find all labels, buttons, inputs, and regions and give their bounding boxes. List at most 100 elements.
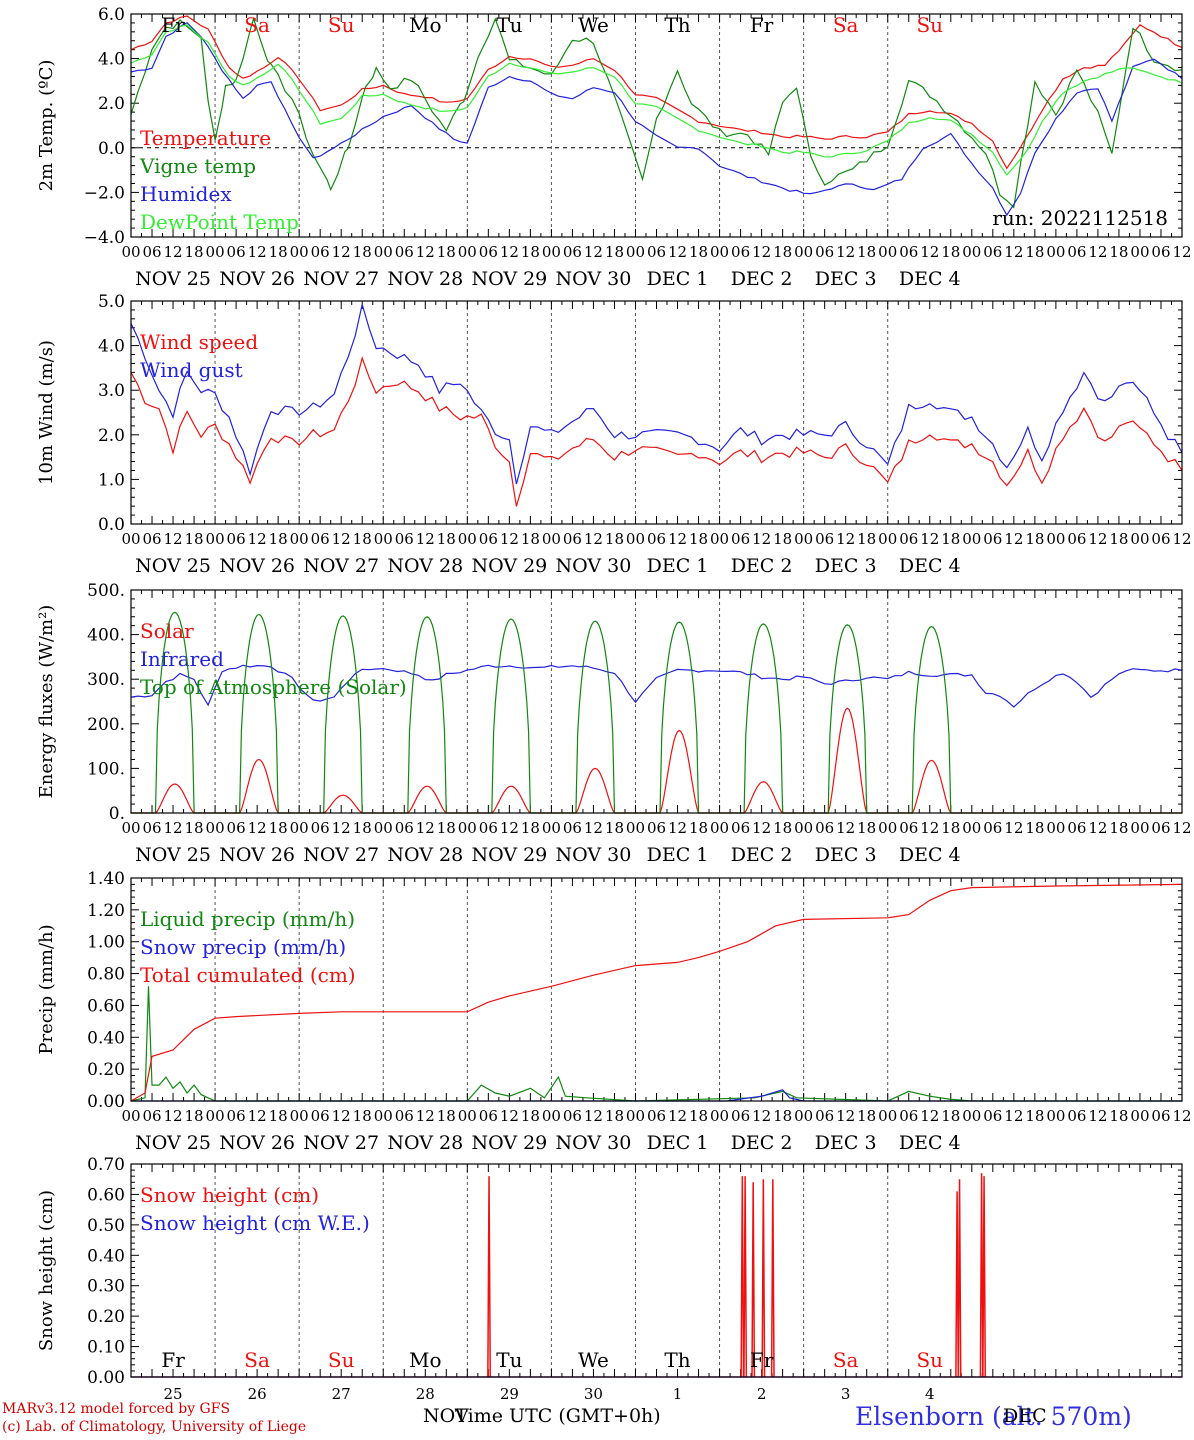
hour-tick-label: 06 xyxy=(731,243,750,261)
y-tick-label: 6.0 xyxy=(98,5,125,25)
hour-tick-label: 18 xyxy=(605,530,624,548)
day-number-label: 28 xyxy=(416,1385,435,1403)
hour-tick-label: 00 xyxy=(626,530,645,548)
hour-tick-label: 12 xyxy=(416,1107,435,1125)
credit-line-2: (c) Lab. of Climatology, University of L… xyxy=(2,1419,307,1435)
hour-tick-label: 12 xyxy=(1004,1107,1023,1125)
hour-tick-label: 12 xyxy=(416,819,435,837)
weekday-label: Th xyxy=(664,1348,690,1372)
date-label: NOV 30 xyxy=(556,555,632,577)
hour-tick-label: 18 xyxy=(941,530,960,548)
hour-tick-label: 06 xyxy=(815,1107,834,1125)
hour-tick-label: 18 xyxy=(1025,1107,1044,1125)
y-tick-label: 4.0 xyxy=(98,50,125,70)
month-label-nov: NOV xyxy=(423,1405,469,1427)
hour-tick-label: 12 xyxy=(332,530,351,548)
hour-tick-label: 12 xyxy=(416,243,435,261)
hour-tick-label: 12 xyxy=(836,819,855,837)
hour-tick-label: 18 xyxy=(605,1107,624,1125)
date-label: DEC 1 xyxy=(647,1132,709,1154)
hour-tick-label: 18 xyxy=(437,530,456,548)
hour-tick-label: 00 xyxy=(374,530,393,548)
hour-tick-label: 18 xyxy=(605,243,624,261)
hour-tick-label: 18 xyxy=(437,819,456,837)
hour-tick-label: 12 xyxy=(332,1107,351,1125)
hour-tick-label: 12 xyxy=(1172,530,1191,548)
hour-tick-label: 06 xyxy=(227,530,246,548)
panel-5: 0.70 0.60 0.50 0.40 0.30 0.20 0.10 0.00 25 26 27 28… xyxy=(36,1155,1183,1403)
hour-tick-label: 12 xyxy=(1088,1107,1107,1125)
hour-tick-label: 18 xyxy=(269,819,288,837)
date-label: DEC 4 xyxy=(899,844,961,866)
hour-tick-label: 06 xyxy=(479,1107,498,1125)
hour-tick-label: 06 xyxy=(311,1107,330,1125)
month-label-dec: DEC xyxy=(1003,1405,1047,1427)
weekday-label: We xyxy=(578,1348,609,1372)
hour-tick-label: 06 xyxy=(815,530,834,548)
hour-tick-label: 18 xyxy=(689,819,708,837)
legend-entry: Infrared xyxy=(140,647,224,671)
hour-tick-label: 06 xyxy=(563,243,582,261)
snow-spike xyxy=(487,1176,491,1378)
y-tick-label: 1.00 xyxy=(87,933,125,953)
hour-tick-label: 18 xyxy=(269,243,288,261)
date-label: NOV 25 xyxy=(135,555,211,577)
hour-tick-label: 06 xyxy=(647,1107,666,1125)
day-number-label: 2 xyxy=(757,1385,767,1403)
legend-entry: DewPoint Temp xyxy=(140,210,299,234)
y-tick-label: 400. xyxy=(87,626,125,646)
weekday-label: Tu xyxy=(496,1348,522,1372)
hour-tick-label: 12 xyxy=(248,530,267,548)
hour-tick-label: 06 xyxy=(395,819,414,837)
hour-tick-label: 18 xyxy=(185,1107,204,1125)
weekday-label: Sa xyxy=(244,13,270,37)
hour-tick-label: 00 xyxy=(206,243,225,261)
weekday-label: Mo xyxy=(409,1348,442,1372)
hour-tick-label: 00 xyxy=(374,243,393,261)
hour-tick-label: 18 xyxy=(437,1107,456,1125)
hour-tick-label: 12 xyxy=(836,1107,855,1125)
y-tick-label: 2.0 xyxy=(98,426,125,446)
date-label: DEC 3 xyxy=(815,268,877,290)
legend-entry: Snow height (cm) xyxy=(140,1183,319,1207)
y-axis-label: Snow height (cm) xyxy=(36,1190,57,1351)
hour-tick-label: 18 xyxy=(521,1107,540,1125)
hour-tick-label: 00 xyxy=(878,1107,897,1125)
date-label: NOV 25 xyxy=(135,268,211,290)
date-label: DEC 1 xyxy=(647,268,709,290)
date-label: NOV 29 xyxy=(471,844,547,866)
hour-tick-label: 12 xyxy=(163,243,182,261)
snow-spike xyxy=(982,1176,987,1378)
hour-tick-label: 00 xyxy=(1046,530,1065,548)
hour-tick-label: 00 xyxy=(878,243,897,261)
y-tick-label: 2.0 xyxy=(98,94,125,114)
weekday-label: Fr xyxy=(750,13,774,37)
legend-entry: Snow precip (mm/h) xyxy=(140,935,346,959)
y-tick-label: 0.80 xyxy=(87,965,125,985)
hour-tick-label: 00 xyxy=(458,530,477,548)
hour-tick-label: 18 xyxy=(1025,530,1044,548)
y-axis-label: 2m Temp. (ºC) xyxy=(36,60,57,192)
series-line xyxy=(130,304,1183,485)
weekday-label: We xyxy=(578,13,609,37)
hour-tick-label: 06 xyxy=(1067,819,1086,837)
hour-tick-label: 00 xyxy=(962,243,981,261)
hour-tick-label: 06 xyxy=(731,530,750,548)
series-line xyxy=(130,21,1183,217)
hour-tick-label: 06 xyxy=(731,819,750,837)
hour-tick-label: 06 xyxy=(142,530,161,548)
hour-tick-label: 00 xyxy=(542,819,561,837)
hour-tick-label: 18 xyxy=(521,530,540,548)
hour-tick-label: 12 xyxy=(1172,1107,1191,1125)
weekday-label: Sa xyxy=(244,1348,270,1372)
hour-tick-label: 06 xyxy=(395,243,414,261)
hour-tick-label: 06 xyxy=(563,819,582,837)
weekday-label: Su xyxy=(328,1348,355,1372)
y-tick-label: 200. xyxy=(87,715,125,735)
weekday-label: Su xyxy=(328,13,355,37)
hour-tick-label: 00 xyxy=(710,530,729,548)
hour-tick-label: 18 xyxy=(1109,530,1128,548)
hour-tick-label: 18 xyxy=(941,1107,960,1125)
credits: MARv3.12 model forced by GFS (c) Lab. of… xyxy=(2,1400,306,1436)
hour-tick-label: 00 xyxy=(206,530,225,548)
